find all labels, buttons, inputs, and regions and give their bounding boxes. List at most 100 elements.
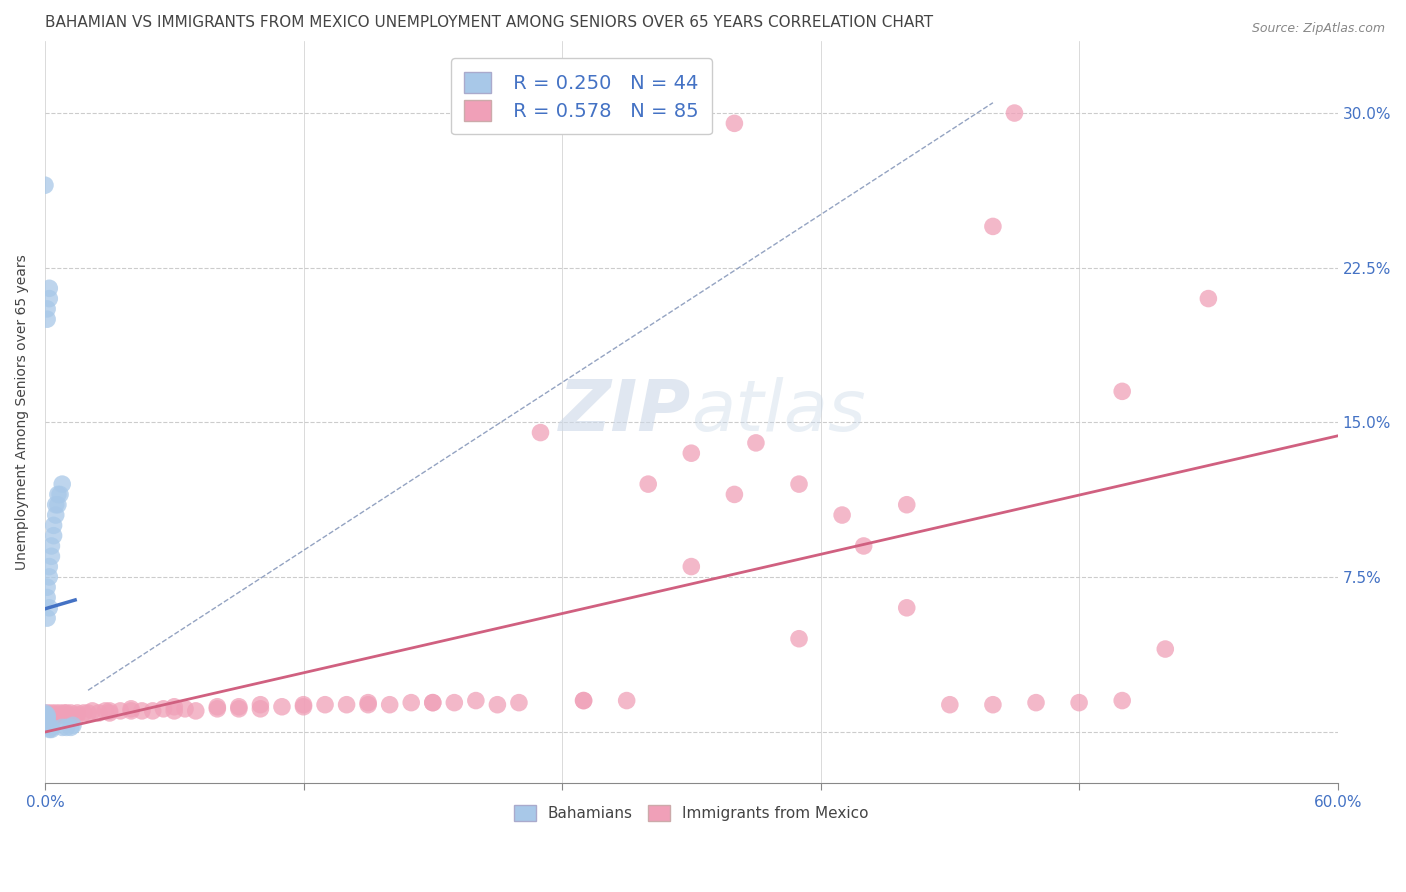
Text: atlas: atlas (692, 377, 866, 447)
Point (77, 706, 100, 720)
Point (41, 710, 63, 724)
Point (745, 436, 768, 450)
Point (163, 699, 186, 714)
Point (98, 706, 121, 720)
Point (174, 702, 197, 716)
Point (45, 706, 67, 720)
Point (228, 702, 250, 716)
Point (45, 498, 67, 512)
Point (49, 706, 72, 720)
Point (228, 699, 250, 714)
Point (41, 720, 63, 734)
Point (38, 292, 60, 306)
Point (681, 446, 703, 460)
Point (1154, 642, 1177, 657)
Point (37, 710, 59, 724)
Point (637, 477, 659, 491)
Point (62, 718, 84, 732)
Point (142, 704, 165, 718)
Point (1197, 292, 1219, 306)
Point (34, 708, 56, 723)
Point (34, 708, 56, 723)
Point (357, 696, 380, 710)
Point (37, 301, 59, 316)
Point (120, 704, 142, 718)
Point (37, 706, 59, 720)
Point (422, 696, 444, 710)
Point (94, 704, 117, 718)
Point (34, 712, 56, 726)
Point (486, 698, 509, 712)
Point (357, 698, 380, 712)
Point (399, 696, 422, 710)
Point (34, 716, 56, 731)
Point (41, 706, 63, 720)
Point (34, 706, 56, 720)
Point (572, 693, 595, 707)
Point (184, 704, 207, 718)
Point (787, 477, 810, 491)
Point (37, 714, 59, 729)
Point (314, 698, 336, 712)
Point (831, 508, 853, 522)
Point (42, 518, 65, 533)
Point (45, 710, 67, 724)
Point (292, 698, 315, 712)
Point (852, 539, 875, 553)
Point (38, 570, 60, 584)
Point (82, 704, 104, 718)
Point (41, 549, 63, 564)
Point (572, 693, 595, 707)
Point (723, 487, 745, 501)
Point (1111, 693, 1133, 707)
Point (152, 702, 174, 716)
Point (1069, 696, 1091, 710)
Point (896, 498, 918, 512)
Point (508, 696, 530, 710)
Point (981, 219, 1004, 234)
Point (38, 281, 60, 295)
Point (37, 312, 59, 326)
Text: Source: ZipAtlas.com: Source: ZipAtlas.com (1251, 22, 1385, 36)
Point (981, 698, 1004, 712)
Point (51, 720, 73, 734)
Point (443, 696, 465, 710)
Point (73, 706, 96, 720)
Point (207, 702, 229, 716)
Point (271, 699, 294, 714)
Point (42, 708, 65, 723)
Legend: Bahamians, Immigrants from Mexico: Bahamians, Immigrants from Mexico (508, 798, 875, 828)
Point (55, 706, 77, 720)
Point (336, 698, 359, 712)
Point (42, 529, 65, 543)
Point (37, 716, 59, 731)
Point (110, 704, 132, 718)
Point (249, 698, 271, 712)
Point (34, 710, 56, 724)
Point (34, 178, 56, 193)
Point (464, 693, 486, 707)
Point (46, 708, 69, 723)
Point (34, 712, 56, 726)
Point (723, 116, 745, 130)
Point (41, 723, 63, 737)
Point (120, 702, 142, 716)
Point (207, 699, 229, 714)
Point (37, 591, 59, 605)
Point (38, 708, 60, 723)
Point (49, 487, 72, 501)
Point (34, 708, 56, 723)
Point (37, 580, 59, 594)
Point (163, 704, 186, 718)
Point (896, 600, 918, 615)
Point (37, 714, 59, 729)
Point (681, 559, 703, 574)
Point (46, 498, 69, 512)
Point (66, 708, 89, 723)
Point (98, 704, 121, 718)
Point (51, 708, 73, 723)
Y-axis label: Unemployment Among Seniors over 65 years: Unemployment Among Seniors over 65 years (15, 254, 30, 570)
Point (34, 710, 56, 724)
Point (378, 698, 401, 712)
Text: BAHAMIAN VS IMMIGRANTS FROM MEXICO UNEMPLOYMENT AMONG SENIORS OVER 65 YEARS CORR: BAHAMIAN VS IMMIGRANTS FROM MEXICO UNEMP… (45, 15, 934, 30)
